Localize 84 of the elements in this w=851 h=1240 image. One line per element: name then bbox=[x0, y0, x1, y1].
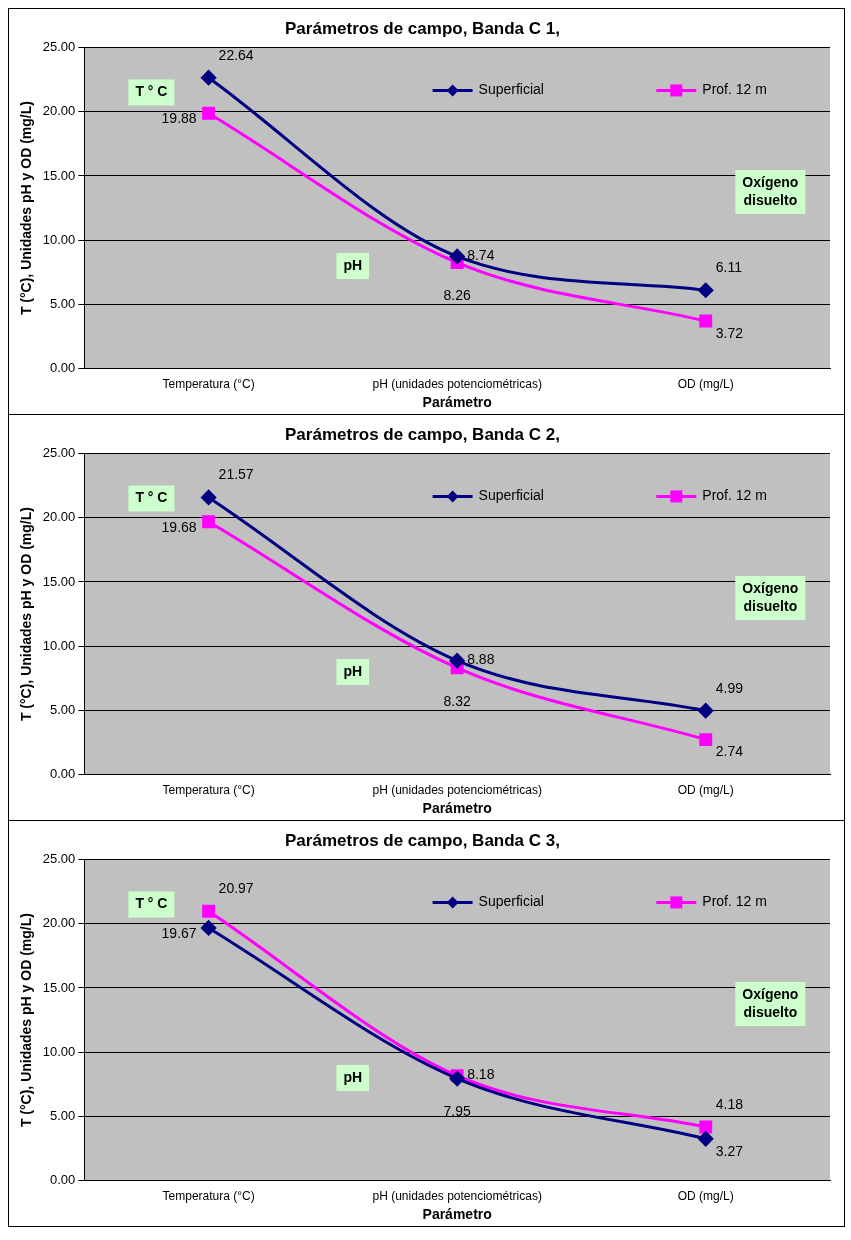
x-axis-title: Parámetro bbox=[422, 1206, 492, 1223]
annotation: T ° C bbox=[135, 895, 168, 912]
legend-label: Prof. 12 m bbox=[702, 487, 767, 504]
data-label: 3.27 bbox=[715, 1142, 744, 1159]
y-tick-label: 15.00 bbox=[42, 573, 76, 589]
data-label: 22.64 bbox=[218, 46, 254, 63]
data-label: 8.18 bbox=[467, 1066, 495, 1083]
x-tick-label: pH (unidades potenciométricas) bbox=[372, 377, 542, 392]
point bbox=[698, 703, 714, 719]
point bbox=[202, 106, 216, 120]
y-tick-label: 0.00 bbox=[50, 766, 76, 782]
x-tick-label: pH (unidades potenciométricas) bbox=[372, 783, 542, 798]
y-tick-label: 20.00 bbox=[42, 915, 76, 931]
annotation: Oxígeno disuelto bbox=[742, 579, 799, 614]
annotation: Oxígeno disuelto bbox=[742, 173, 799, 208]
y-tick-label: 20.00 bbox=[42, 509, 76, 525]
y-tick-label: 5.00 bbox=[50, 702, 76, 718]
y-tick-label: 10.00 bbox=[42, 231, 76, 247]
data-label: 19.67 bbox=[161, 924, 197, 941]
annotation: pH bbox=[343, 662, 363, 679]
annotation: T ° C bbox=[135, 489, 168, 506]
point bbox=[698, 282, 714, 298]
x-tick-label: Temperatura (°C) bbox=[162, 377, 255, 392]
y-axis-title: T (°C), Unidades pH y OD (mg/L) bbox=[18, 913, 35, 1128]
point bbox=[698, 1131, 714, 1147]
annotation: pH bbox=[343, 256, 363, 273]
point bbox=[201, 70, 217, 86]
x-tick-label: Temperatura (°C) bbox=[162, 1189, 255, 1204]
chart-title: Parámetros de campo, Banda C 1, bbox=[285, 18, 560, 38]
x-tick-label: OD (mg/L) bbox=[677, 783, 734, 798]
y-tick-label: 25.00 bbox=[42, 38, 76, 54]
x-axis-title: Parámetro bbox=[422, 800, 492, 817]
chart-title: Parámetros de campo, Banda C 2, bbox=[285, 424, 560, 444]
x-axis-title: Parámetro bbox=[422, 394, 492, 411]
x-tick-label: pH (unidades potenciométricas) bbox=[372, 1189, 542, 1204]
point bbox=[201, 920, 217, 936]
point bbox=[202, 904, 216, 918]
y-axis-title: T (°C), Unidades pH y OD (mg/L) bbox=[18, 101, 35, 316]
data-label: 20.97 bbox=[218, 880, 254, 897]
data-label: 8.32 bbox=[443, 692, 471, 709]
x-tick-label: OD (mg/L) bbox=[677, 1189, 734, 1204]
y-tick-label: 15.00 bbox=[42, 979, 76, 995]
data-label: 8.88 bbox=[467, 651, 495, 668]
annotation: T ° C bbox=[135, 83, 168, 100]
y-tick-label: 25.00 bbox=[42, 444, 76, 460]
point bbox=[449, 653, 465, 669]
legend-label: Superficial bbox=[478, 81, 544, 98]
point bbox=[449, 1071, 465, 1087]
point bbox=[699, 314, 713, 328]
y-tick-label: 10.00 bbox=[42, 1043, 76, 1059]
y-tick-label: 5.00 bbox=[50, 1108, 76, 1124]
data-label: 7.95 bbox=[443, 1103, 471, 1120]
y-tick-label: 10.00 bbox=[42, 637, 76, 653]
y-axis-title: T (°C), Unidades pH y OD (mg/L) bbox=[18, 507, 35, 722]
data-label: 8.26 bbox=[443, 287, 471, 304]
data-label: 2.74 bbox=[715, 743, 744, 760]
data-label: 3.72 bbox=[715, 324, 744, 341]
x-tick-label: Temperatura (°C) bbox=[162, 783, 255, 798]
point bbox=[201, 490, 217, 505]
legend-label: Superficial bbox=[478, 487, 544, 504]
data-label: 4.99 bbox=[715, 679, 744, 696]
y-tick-label: 15.00 bbox=[42, 167, 76, 183]
point bbox=[699, 733, 713, 747]
data-label: 6.11 bbox=[715, 259, 743, 276]
annotation: Oxígeno disuelto bbox=[742, 985, 799, 1020]
point bbox=[202, 515, 216, 529]
legend-label: Superficial bbox=[478, 893, 544, 910]
chart-title: Parámetros de campo, Banda C 3, bbox=[285, 830, 560, 850]
y-tick-label: 0.00 bbox=[50, 360, 76, 376]
data-label: 21.57 bbox=[218, 466, 254, 483]
legend-label: Prof. 12 m bbox=[702, 81, 767, 98]
y-tick-label: 25.00 bbox=[42, 850, 76, 866]
legend-label: Prof. 12 m bbox=[702, 893, 767, 910]
point bbox=[449, 248, 465, 264]
x-tick-label: OD (mg/L) bbox=[677, 377, 734, 392]
y-tick-label: 0.00 bbox=[50, 1172, 76, 1188]
point bbox=[699, 1120, 713, 1134]
data-label: 8.74 bbox=[467, 247, 495, 264]
y-tick-label: 20.00 bbox=[42, 103, 76, 119]
data-label: 19.88 bbox=[161, 110, 197, 127]
data-label: 4.18 bbox=[715, 1095, 744, 1112]
annotation: pH bbox=[343, 1068, 363, 1085]
y-tick-label: 5.00 bbox=[50, 296, 76, 312]
data-label: 19.68 bbox=[161, 518, 197, 535]
